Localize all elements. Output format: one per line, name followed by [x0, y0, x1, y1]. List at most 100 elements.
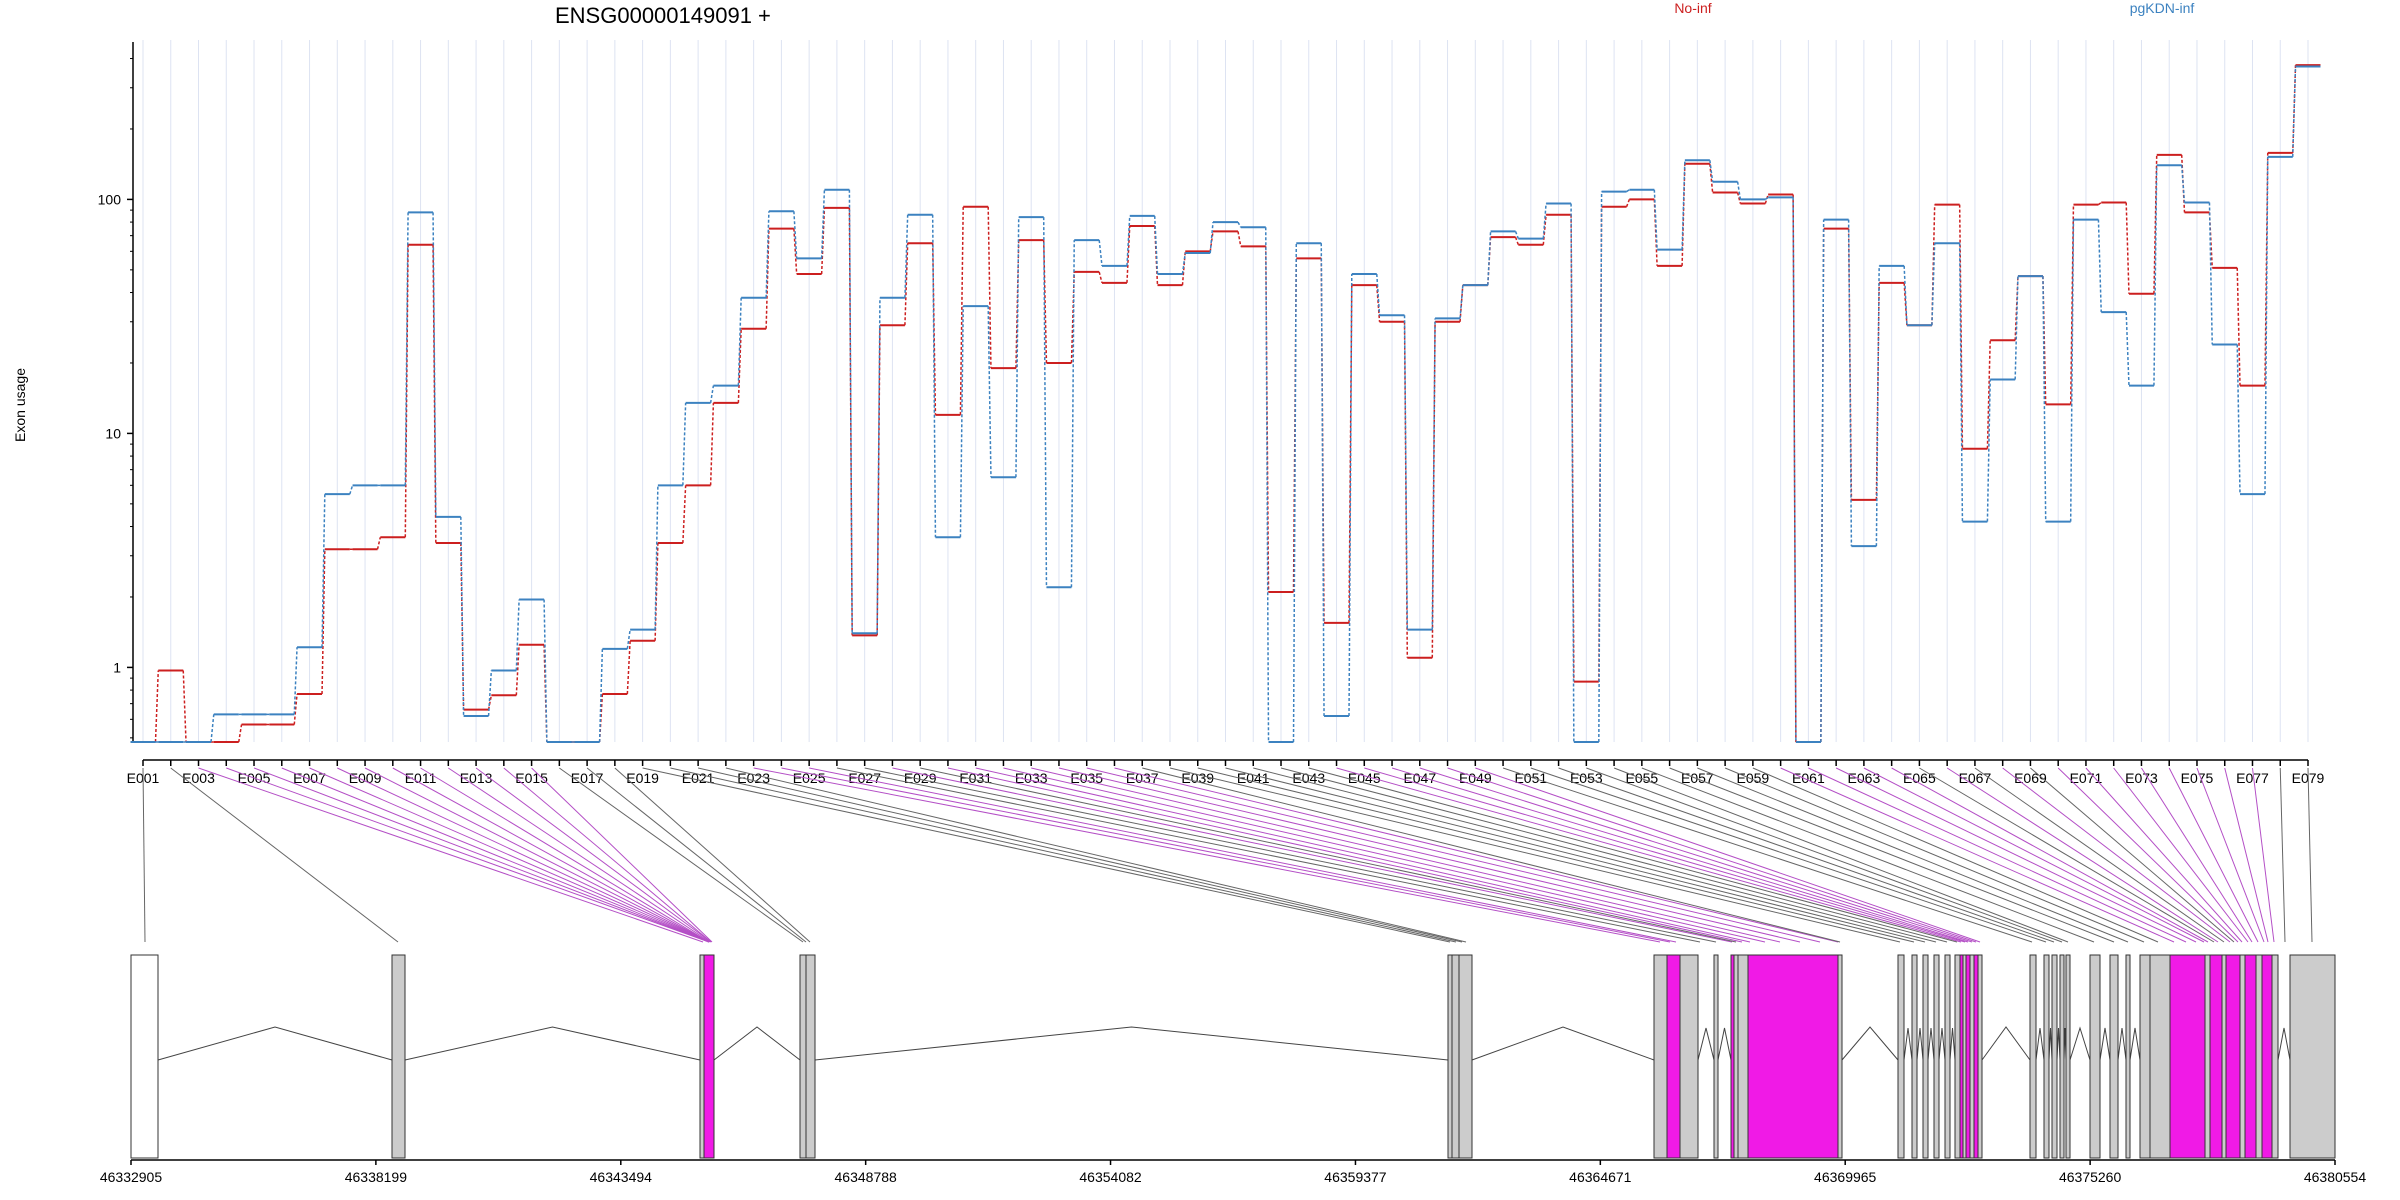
connector-e062: [1835, 767, 2197, 943]
connector-e041: [1253, 767, 1937, 943]
connector-e023: [753, 767, 1661, 943]
intron-14: [1981, 1026, 2031, 1061]
gene-exon-block-4: [703, 954, 715, 1159]
coord-tick-label-9: 46375260: [2059, 1169, 2122, 1185]
connector-e028: [892, 767, 1733, 943]
connector-e058: [1724, 767, 2145, 943]
connector-e010: [392, 767, 710, 943]
gene-exon-block-27: [1965, 954, 1971, 1159]
connector-e075: [2196, 767, 2265, 943]
connector-e064: [1891, 767, 2209, 943]
exon-connectors: [142, 767, 2313, 943]
gene-exon-block-35: [2065, 954, 2071, 1159]
gene-exon-block-30: [1977, 954, 1983, 1159]
connector-e053: [1586, 767, 2063, 943]
exon-tick-label-e061: E061: [1792, 770, 1825, 786]
exon-tick-label-e077: E077: [2236, 770, 2269, 786]
connector-e029: [920, 767, 1737, 943]
coord-tick-label-1: 46332905: [100, 1169, 163, 1185]
connector-e021: [698, 767, 1463, 943]
connector-e032: [1003, 767, 1766, 943]
gene-exon-block-22: [1933, 954, 1940, 1159]
connector-e051: [1530, 767, 2047, 943]
y-axis-label: Exon usage: [12, 368, 28, 442]
gene-exon-block-51: [2289, 954, 2336, 1159]
connector-e050: [1502, 767, 2033, 943]
gene-exon-block-19: [1897, 954, 1905, 1159]
gene-exon-block-24: [1954, 954, 1961, 1159]
intron-11: [1927, 1027, 1935, 1061]
exon-tick-label-e003: E003: [182, 770, 215, 786]
connector-e069: [2030, 767, 2235, 943]
exon-tick-label-e023: E023: [737, 770, 770, 786]
intron-19: [2069, 1026, 2091, 1061]
exon-tick-label-e031: E031: [959, 770, 992, 786]
connector-e071: [2085, 767, 2243, 943]
gene-exon-block-47: [2244, 954, 2257, 1159]
gene-exon-block-23: [1944, 954, 1951, 1159]
gene-exon-block-48: [2255, 954, 2263, 1159]
y-tick-label-1: 1: [113, 659, 121, 675]
connector-e035: [1086, 767, 1821, 943]
intron-3: [713, 1026, 801, 1061]
connector-e046: [1391, 767, 1969, 943]
connector-e040: [1225, 767, 1926, 943]
connector-e055: [1641, 767, 2095, 943]
chart-title: ENSG00000149091 +: [555, 3, 771, 28]
exon-tick-label-e035: E035: [1070, 770, 1103, 786]
connector-e024: [781, 767, 1671, 943]
connector-e013: [475, 767, 712, 943]
intron-9: [1903, 1027, 1913, 1061]
exon-tick-label-e011: E011: [405, 770, 437, 786]
exon-gridlines: [142, 40, 2309, 742]
gene-exon-block-43: [2209, 954, 2223, 1159]
connector-e048: [1447, 767, 1977, 943]
coord-tick-label-5: 46354082: [1079, 1169, 1142, 1185]
intron-6: [1697, 1027, 1715, 1061]
exon-tick-label-e025: E025: [793, 770, 826, 786]
gene-exon-block-34: [2059, 954, 2065, 1159]
exon-tick-label-e029: E029: [904, 770, 937, 786]
gene-exon-block-8: [1451, 954, 1460, 1159]
exon-tick-label-e019: E019: [626, 770, 659, 786]
connector-e033: [1031, 767, 1781, 943]
intron-22: [2129, 1027, 2141, 1061]
connector-e073: [2141, 767, 2253, 943]
exon-tick-label-e059: E059: [1737, 770, 1770, 786]
genomic-coordinate-axis: 46332905 46338199 46343494 46348788 46354082…: [100, 1159, 2367, 1185]
exon-tick-label-e015: E015: [515, 770, 548, 786]
connector-e002: [170, 767, 399, 943]
gene-exon-block-18: [1837, 954, 1843, 1159]
connector-e079: [2307, 767, 2313, 943]
coord-tick-label-4: 46348788: [835, 1169, 898, 1185]
exon-tick-label-e043: E043: [1292, 770, 1325, 786]
gene-exon-block-45: [2225, 954, 2241, 1159]
connector-e022: [725, 767, 1467, 943]
connector-e008: [337, 767, 710, 943]
connector-e037: [1142, 767, 1841, 943]
connector-e007: [309, 767, 710, 943]
intron-15: [2035, 1027, 2045, 1061]
connector-e061: [1808, 767, 2187, 943]
connector-e049: [1475, 767, 1981, 943]
gene-exon-block-33: [2051, 954, 2058, 1159]
gene-exon-block-40: [2149, 954, 2171, 1159]
connector-e036: [1114, 767, 1839, 943]
coord-tick-label-2: 46338199: [345, 1169, 408, 1185]
series-connector-pgkdn-inf: [155, 66, 2297, 743]
connector-e074: [2168, 767, 2259, 943]
connector-e076: [2224, 767, 2269, 943]
connector-e011: [420, 767, 710, 943]
intron-5: [1471, 1026, 1655, 1061]
intron-23: [2277, 1027, 2291, 1061]
exon-tick-label-e075: E075: [2181, 770, 2214, 786]
connector-e067: [1974, 767, 2225, 943]
gene-exon-block-11: [1666, 954, 1681, 1159]
gene-exon-block-2: [391, 954, 406, 1159]
exon-tick-label-e063: E063: [1848, 770, 1881, 786]
coord-tick-label-10: 46380554: [2304, 1169, 2367, 1185]
connector-e065: [1919, 767, 2215, 943]
exon-tick-label-e007: E007: [293, 770, 326, 786]
